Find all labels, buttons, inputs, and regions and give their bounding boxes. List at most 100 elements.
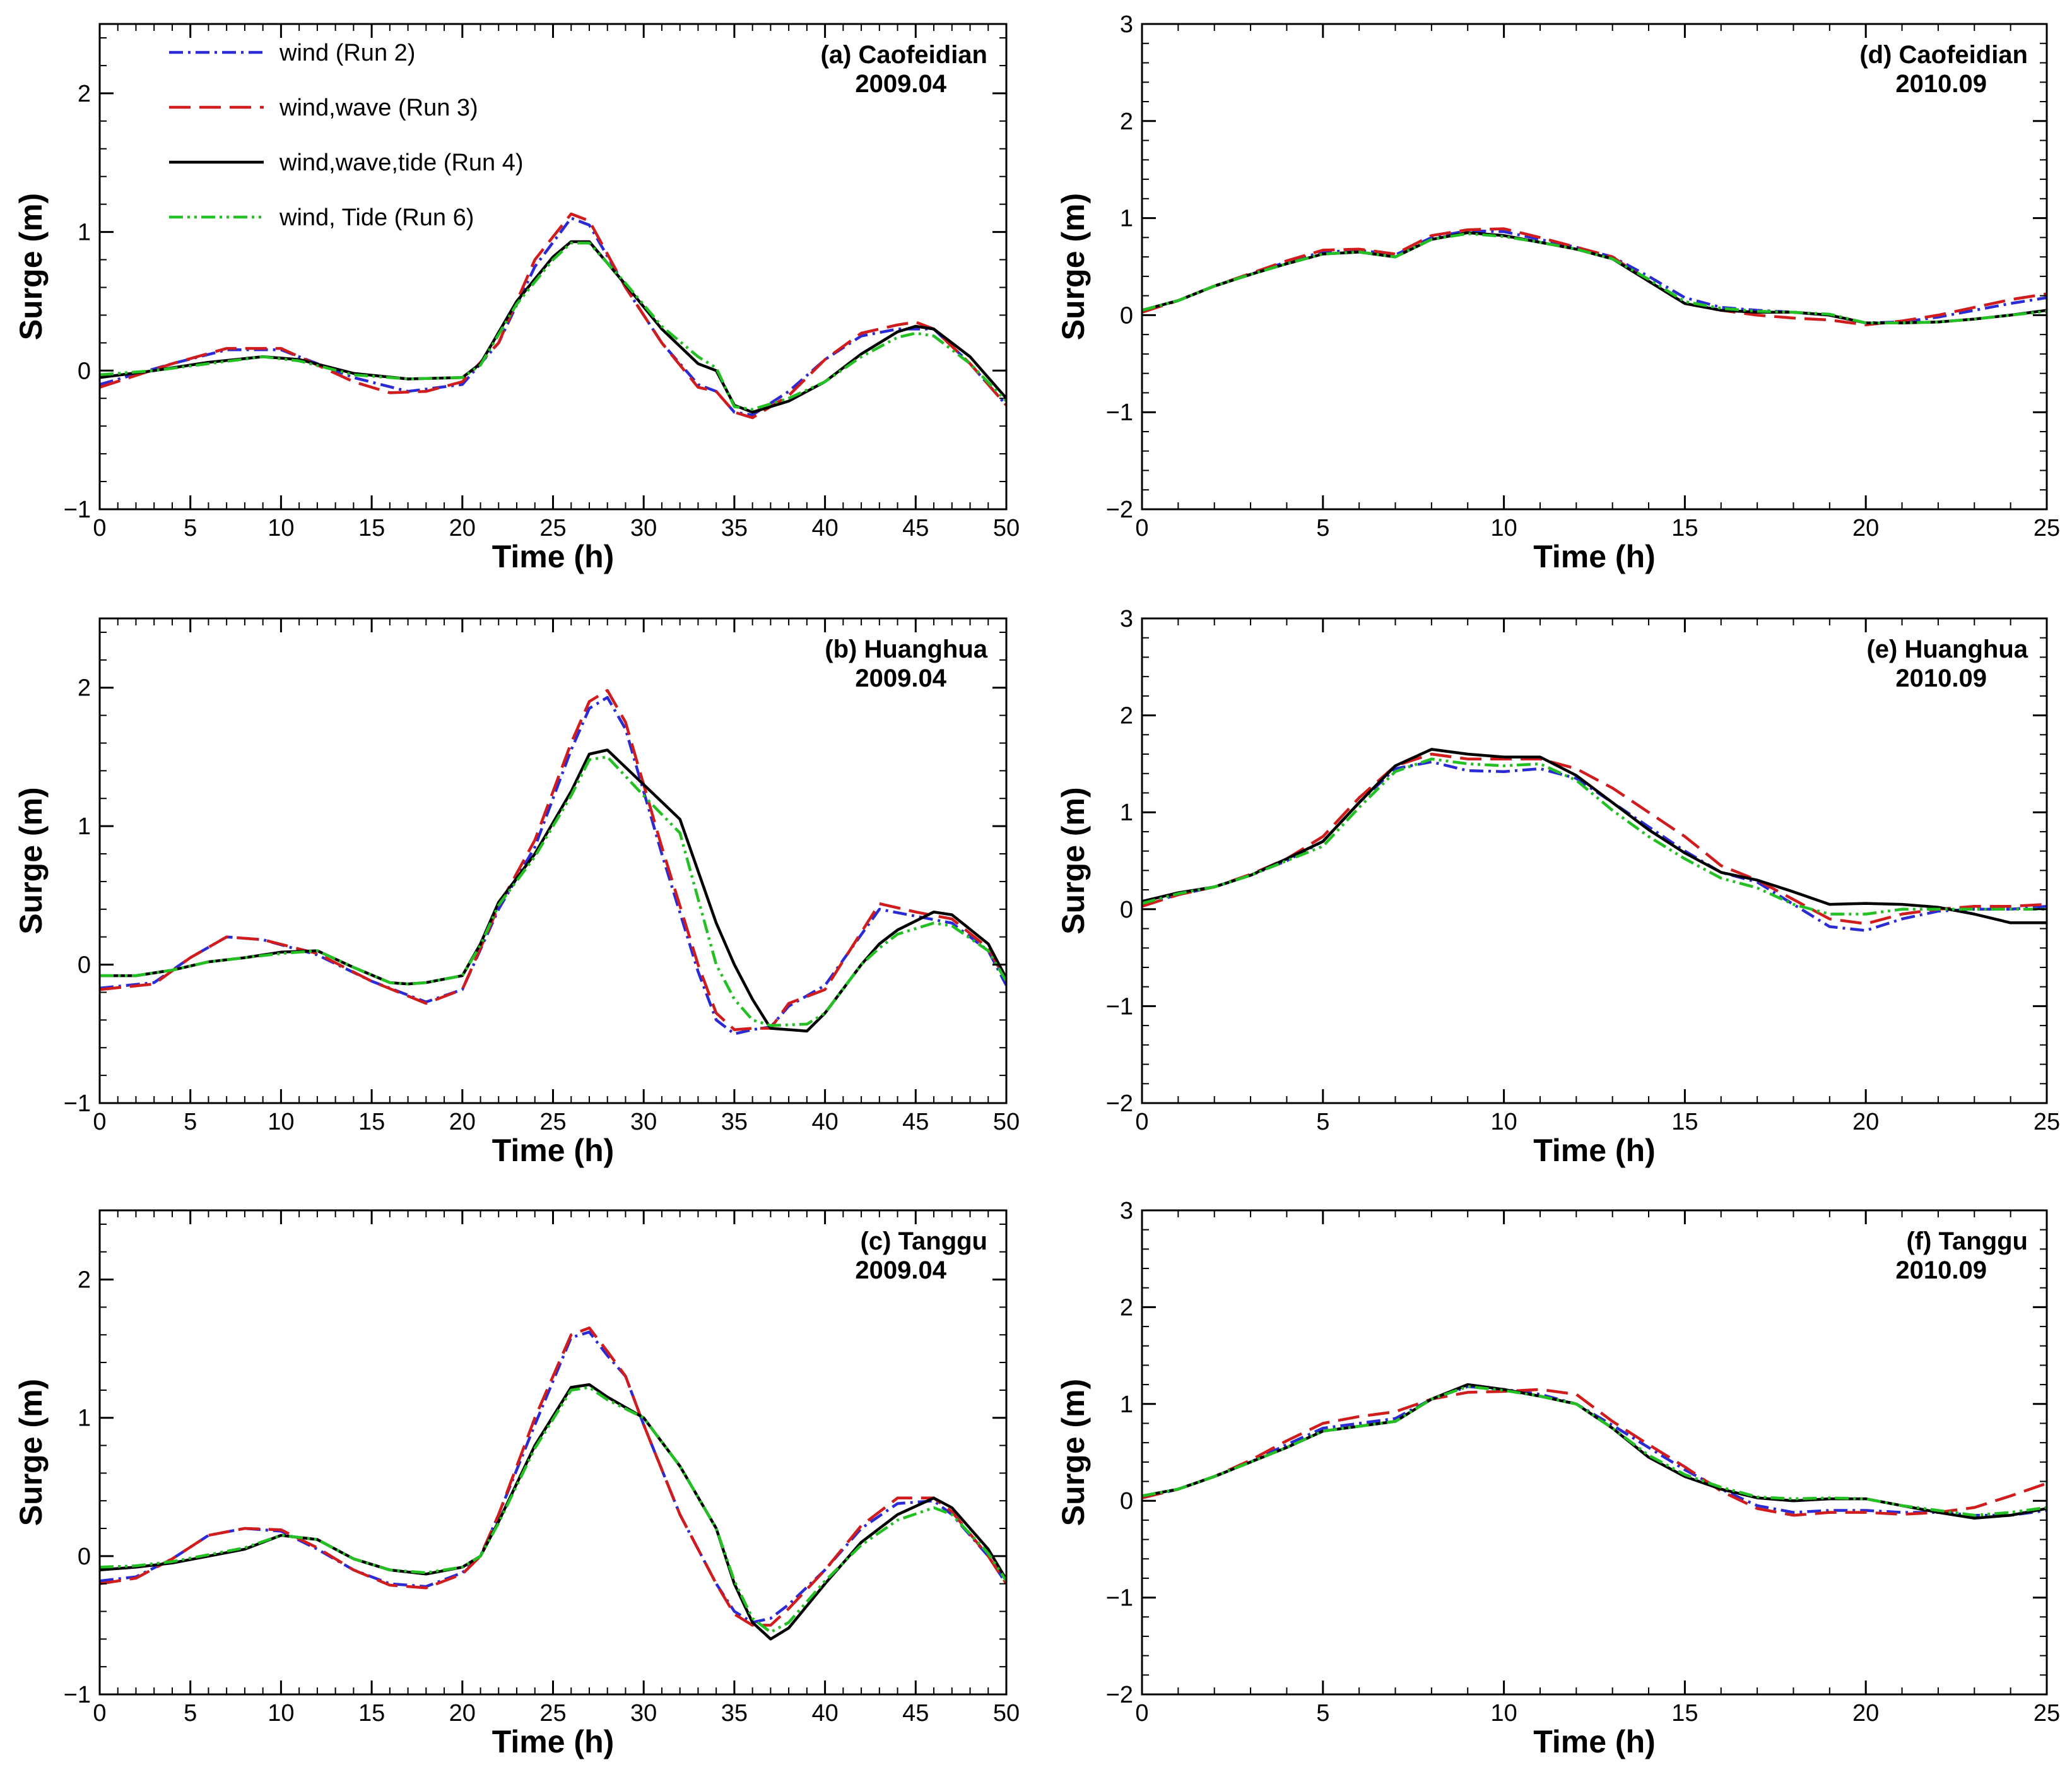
x-tick-label: 25 bbox=[2034, 515, 2060, 541]
y-tick-label: 2 bbox=[78, 675, 91, 702]
y-tick-label: 3 bbox=[1120, 1198, 1133, 1224]
x-tick-label: 15 bbox=[1671, 515, 1698, 541]
series-group bbox=[100, 688, 1006, 1036]
y-axis-title: Surge (m) bbox=[1056, 1379, 1091, 1526]
y-tick-label: 3 bbox=[1120, 606, 1133, 632]
chart-panel-f: 0 5 10 15 20 25 −2 −1 0 1 2 3 Time (h) Surge (m) (f) T… bbox=[1056, 1198, 2060, 1759]
y-tick-label: 3 bbox=[1120, 11, 1133, 38]
y-tick-label: −1 bbox=[64, 1090, 91, 1117]
y-tick-label: 1 bbox=[78, 220, 91, 246]
legend-label-run3: wind,wave (Run 3) bbox=[279, 95, 478, 121]
panel-subtitle: 2010.09 bbox=[1895, 664, 1987, 692]
y-axis-title: Surge (m) bbox=[13, 193, 49, 340]
x-axis-title: Time (h) bbox=[1533, 539, 1656, 574]
y-tick-label: 2 bbox=[1120, 703, 1133, 729]
y-tick-label: 2 bbox=[78, 1267, 91, 1294]
legend-label-run2: wind (Run 2) bbox=[279, 40, 415, 66]
y-tick-label: −1 bbox=[64, 497, 91, 523]
series-line-run2 bbox=[1142, 760, 2047, 932]
x-tick-label: 40 bbox=[811, 1700, 838, 1727]
y-tick-label: 0 bbox=[1120, 1488, 1133, 1515]
x-tick-label: 10 bbox=[1490, 1700, 1517, 1727]
x-tick-label: 20 bbox=[449, 1109, 476, 1135]
x-axis-title: Time (h) bbox=[492, 1724, 615, 1759]
y-tick-label: 0 bbox=[78, 952, 91, 979]
panel-title: (b) Huanghua bbox=[825, 635, 987, 663]
panel-subtitle: 2009.04 bbox=[855, 70, 946, 98]
x-tick-label: 0 bbox=[93, 515, 106, 541]
x-tick-label: 40 bbox=[811, 515, 838, 541]
x-tick-label: 0 bbox=[93, 1700, 106, 1727]
x-tick-label: 10 bbox=[268, 515, 294, 541]
y-tick-label: −2 bbox=[1106, 497, 1133, 523]
x-tick-label: 35 bbox=[721, 515, 748, 541]
panel-title: (d) Caofeidian bbox=[1859, 41, 2028, 69]
series-group bbox=[1142, 227, 2047, 327]
x-tick-label: 20 bbox=[1852, 1700, 1879, 1727]
x-tick-label: 15 bbox=[358, 515, 385, 541]
y-tick-label: 1 bbox=[78, 813, 91, 840]
x-tick-label: 25 bbox=[2034, 1109, 2060, 1135]
x-tick-label: 5 bbox=[1316, 1109, 1329, 1135]
y-tick-label: −1 bbox=[64, 1682, 91, 1708]
x-tick-label: 20 bbox=[449, 515, 476, 541]
x-tick-label: 30 bbox=[630, 515, 657, 541]
x-tick-label: 35 bbox=[721, 1700, 748, 1727]
y-tick-label: 1 bbox=[1120, 206, 1133, 232]
chart-panel-d: 0 5 10 15 20 25 −2 −1 0 1 2 3 Time (h) Surge (m) (d) C… bbox=[1056, 11, 2060, 574]
y-tick-label: 0 bbox=[1120, 897, 1133, 923]
x-axis-title: Time (h) bbox=[1533, 1724, 1656, 1759]
series-line-run2 bbox=[100, 695, 1006, 1036]
series-line-run3 bbox=[100, 212, 1006, 420]
y-tick-label: 2 bbox=[1120, 109, 1133, 135]
x-tick-label: 10 bbox=[268, 1700, 294, 1727]
panel-subtitle: 2010.09 bbox=[1895, 1256, 1987, 1284]
x-tick-label: 0 bbox=[1135, 515, 1148, 541]
x-tick-label: 40 bbox=[811, 1109, 838, 1135]
series-line-run6 bbox=[1142, 757, 2047, 916]
plot-frame bbox=[1141, 23, 2048, 511]
plot-frame bbox=[1141, 1209, 2048, 1696]
panel-subtitle: 2009.04 bbox=[855, 664, 946, 692]
y-axis-title: Surge (m) bbox=[1056, 193, 1091, 340]
y-tick-label: 0 bbox=[78, 1544, 91, 1570]
series-group bbox=[1142, 1383, 2047, 1520]
y-tick-label: −1 bbox=[1106, 399, 1133, 426]
y-tick-label: 1 bbox=[1120, 1391, 1133, 1418]
y-tick-label: −2 bbox=[1106, 1682, 1133, 1708]
x-tick-label: 15 bbox=[358, 1109, 385, 1135]
y-tick-label: 1 bbox=[1120, 800, 1133, 826]
y-axis-title: Surge (m) bbox=[13, 1379, 49, 1526]
legend: wind (Run 2) wind,wave (Run 3) wind,wave,t… bbox=[169, 40, 524, 231]
series-line-run6 bbox=[100, 241, 1006, 411]
x-tick-label: 50 bbox=[993, 1109, 1020, 1135]
y-tick-label: 0 bbox=[78, 358, 91, 384]
series-group bbox=[1142, 748, 2047, 932]
x-tick-label: 45 bbox=[902, 1109, 929, 1135]
series-group bbox=[100, 212, 1006, 420]
x-tick-label: 25 bbox=[539, 1109, 566, 1135]
x-tick-label: 45 bbox=[902, 515, 929, 541]
y-tick-label: −2 bbox=[1106, 1090, 1133, 1117]
x-tick-label: 45 bbox=[902, 1700, 929, 1727]
y-axis-title: Surge (m) bbox=[1056, 787, 1091, 934]
x-tick-label: 20 bbox=[449, 1700, 476, 1727]
panel-title: (a) Caofeidian bbox=[821, 41, 987, 69]
y-tick-label: 2 bbox=[1120, 1294, 1133, 1321]
series-group bbox=[100, 1326, 1006, 1641]
x-tick-label: 10 bbox=[1490, 515, 1517, 541]
x-tick-label: 15 bbox=[1671, 1109, 1698, 1135]
x-tick-label: 5 bbox=[1316, 515, 1329, 541]
x-tick-label: 5 bbox=[1316, 1700, 1329, 1727]
series-line-run3 bbox=[1142, 1388, 2047, 1517]
y-tick-label: −1 bbox=[1106, 993, 1133, 1020]
legend-label-run4: wind,wave,tide (Run 4) bbox=[279, 150, 524, 176]
x-tick-label: 25 bbox=[539, 1700, 566, 1727]
panel-title: (e) Huanghua bbox=[1866, 635, 2028, 663]
y-tick-label: 0 bbox=[1120, 302, 1133, 329]
plot-frame bbox=[1141, 617, 2048, 1104]
